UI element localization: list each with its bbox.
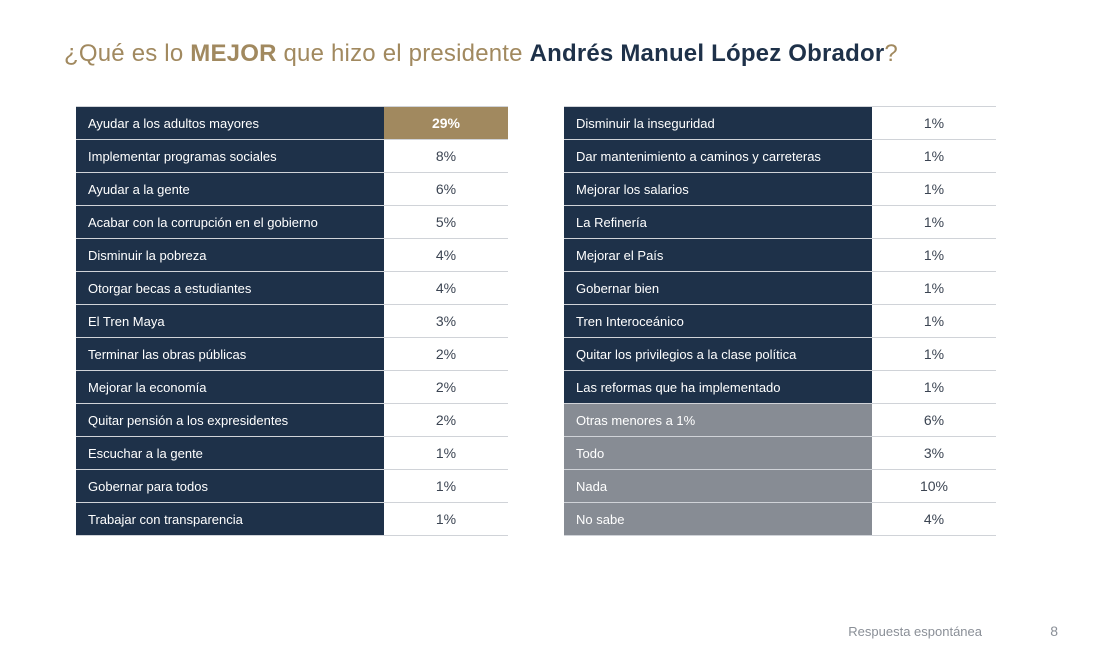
table-row: Disminuir la inseguridad1% <box>564 107 996 140</box>
table-row: Todo3% <box>564 437 996 470</box>
row-label: Ayudar a la gente <box>76 173 384 206</box>
table-row: Acabar con la corrupción en el gobierno5… <box>76 206 508 239</box>
row-label: Dar mantenimiento a caminos y carreteras <box>564 140 872 173</box>
table-row: Quitar pensión a los expresidentes2% <box>76 404 508 437</box>
table-row: Gobernar bien1% <box>564 272 996 305</box>
row-label: Gobernar bien <box>564 272 872 305</box>
row-value: 10% <box>872 470 996 503</box>
tables-container: Ayudar a los adultos mayores29%Implement… <box>64 106 1042 536</box>
row-value: 1% <box>872 371 996 404</box>
slide-title: ¿Qué es lo MEJOR que hizo el presidente … <box>64 40 1042 68</box>
results-table-right: Disminuir la inseguridad1%Dar mantenimie… <box>564 106 996 536</box>
table-row: Mejorar los salarios1% <box>564 173 996 206</box>
row-value: 1% <box>872 338 996 371</box>
table-row: Mejorar la economía2% <box>76 371 508 404</box>
row-label: No sabe <box>564 503 872 536</box>
table-row: Mejorar el País1% <box>564 239 996 272</box>
table-row: Otras menores a 1%6% <box>564 404 996 437</box>
row-value: 1% <box>872 206 996 239</box>
row-value: 2% <box>384 371 508 404</box>
row-label: Todo <box>564 437 872 470</box>
row-value: 5% <box>384 206 508 239</box>
table-row: Tren Interoceánico1% <box>564 305 996 338</box>
row-label: Nada <box>564 470 872 503</box>
row-value: 4% <box>872 503 996 536</box>
row-value: 3% <box>384 305 508 338</box>
table-row: No sabe4% <box>564 503 996 536</box>
row-value: 4% <box>384 272 508 305</box>
row-value: 1% <box>872 107 996 140</box>
row-label: Otras menores a 1% <box>564 404 872 437</box>
table-row: Trabajar con transparencia1% <box>76 503 508 536</box>
row-label: El Tren Maya <box>76 305 384 338</box>
row-value: 2% <box>384 338 508 371</box>
title-keyword: MEJOR <box>190 40 276 67</box>
table-row: Nada10% <box>564 470 996 503</box>
table-row: Quitar los privilegios a la clase políti… <box>564 338 996 371</box>
table-row: El Tren Maya3% <box>76 305 508 338</box>
table-row: Las reformas que ha implementado1% <box>564 371 996 404</box>
table-row: Ayudar a la gente6% <box>76 173 508 206</box>
row-label: Disminuir la pobreza <box>76 239 384 272</box>
row-label: Gobernar para todos <box>76 470 384 503</box>
row-value: 2% <box>384 404 508 437</box>
table-row: Disminuir la pobreza4% <box>76 239 508 272</box>
results-table-left: Ayudar a los adultos mayores29%Implement… <box>76 106 508 536</box>
table-row: Gobernar para todos1% <box>76 470 508 503</box>
row-label: Terminar las obras públicas <box>76 338 384 371</box>
row-label: Trabajar con transparencia <box>76 503 384 536</box>
row-label: Mejorar la economía <box>76 371 384 404</box>
row-label: Disminuir la inseguridad <box>564 107 872 140</box>
row-value: 4% <box>384 239 508 272</box>
row-label: Implementar programas sociales <box>76 140 384 173</box>
row-value: 1% <box>384 503 508 536</box>
row-label: Ayudar a los adultos mayores <box>76 107 384 140</box>
row-value: 8% <box>384 140 508 173</box>
footer-note: Respuesta espontánea <box>848 624 982 639</box>
row-label: Quitar los privilegios a la clase políti… <box>564 338 872 371</box>
row-label: Acabar con la corrupción en el gobierno <box>76 206 384 239</box>
table-row: Implementar programas sociales8% <box>76 140 508 173</box>
row-label: Tren Interoceánico <box>564 305 872 338</box>
row-value: 1% <box>872 239 996 272</box>
row-value: 6% <box>384 173 508 206</box>
row-value: 1% <box>872 173 996 206</box>
title-tail: ? <box>884 40 898 67</box>
row-value: 1% <box>872 305 996 338</box>
table-row: Escuchar a la gente1% <box>76 437 508 470</box>
page-number: 8 <box>1050 623 1058 639</box>
row-value: 1% <box>384 470 508 503</box>
table-row: Terminar las obras públicas2% <box>76 338 508 371</box>
row-label: Otorgar becas a estudiantes <box>76 272 384 305</box>
row-value: 1% <box>872 140 996 173</box>
row-value: 6% <box>872 404 996 437</box>
title-rest: que hizo el presidente <box>277 40 530 67</box>
title-name: Andrés Manuel López Obrador <box>530 40 885 67</box>
title-lead: ¿Qué es lo <box>64 40 190 67</box>
row-label: Las reformas que ha implementado <box>564 371 872 404</box>
table-row: Otorgar becas a estudiantes4% <box>76 272 508 305</box>
row-value: 1% <box>384 437 508 470</box>
row-label: Quitar pensión a los expresidentes <box>76 404 384 437</box>
row-label: Mejorar el País <box>564 239 872 272</box>
row-value: 3% <box>872 437 996 470</box>
row-label: Escuchar a la gente <box>76 437 384 470</box>
table-row: La Refinería1% <box>564 206 996 239</box>
row-value: 29% <box>384 107 508 140</box>
row-label: La Refinería <box>564 206 872 239</box>
table-row: Dar mantenimiento a caminos y carreteras… <box>564 140 996 173</box>
slide: ¿Qué es lo MEJOR que hizo el presidente … <box>0 0 1106 536</box>
table-row: Ayudar a los adultos mayores29% <box>76 107 508 140</box>
row-label: Mejorar los salarios <box>564 173 872 206</box>
row-value: 1% <box>872 272 996 305</box>
